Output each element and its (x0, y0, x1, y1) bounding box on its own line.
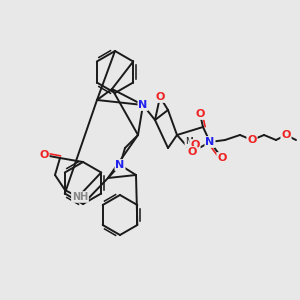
Text: Me: Me (185, 137, 198, 146)
Text: O: O (217, 153, 227, 163)
Text: O: O (190, 140, 200, 150)
Text: O: O (187, 147, 197, 157)
Text: N: N (206, 137, 214, 147)
Text: O: O (195, 109, 205, 119)
Text: NH: NH (72, 192, 88, 202)
Text: N: N (138, 100, 148, 110)
Text: N: N (116, 160, 124, 170)
Text: O: O (281, 130, 291, 140)
Text: O: O (155, 92, 165, 102)
Text: O: O (247, 135, 257, 145)
Text: O: O (39, 150, 49, 160)
